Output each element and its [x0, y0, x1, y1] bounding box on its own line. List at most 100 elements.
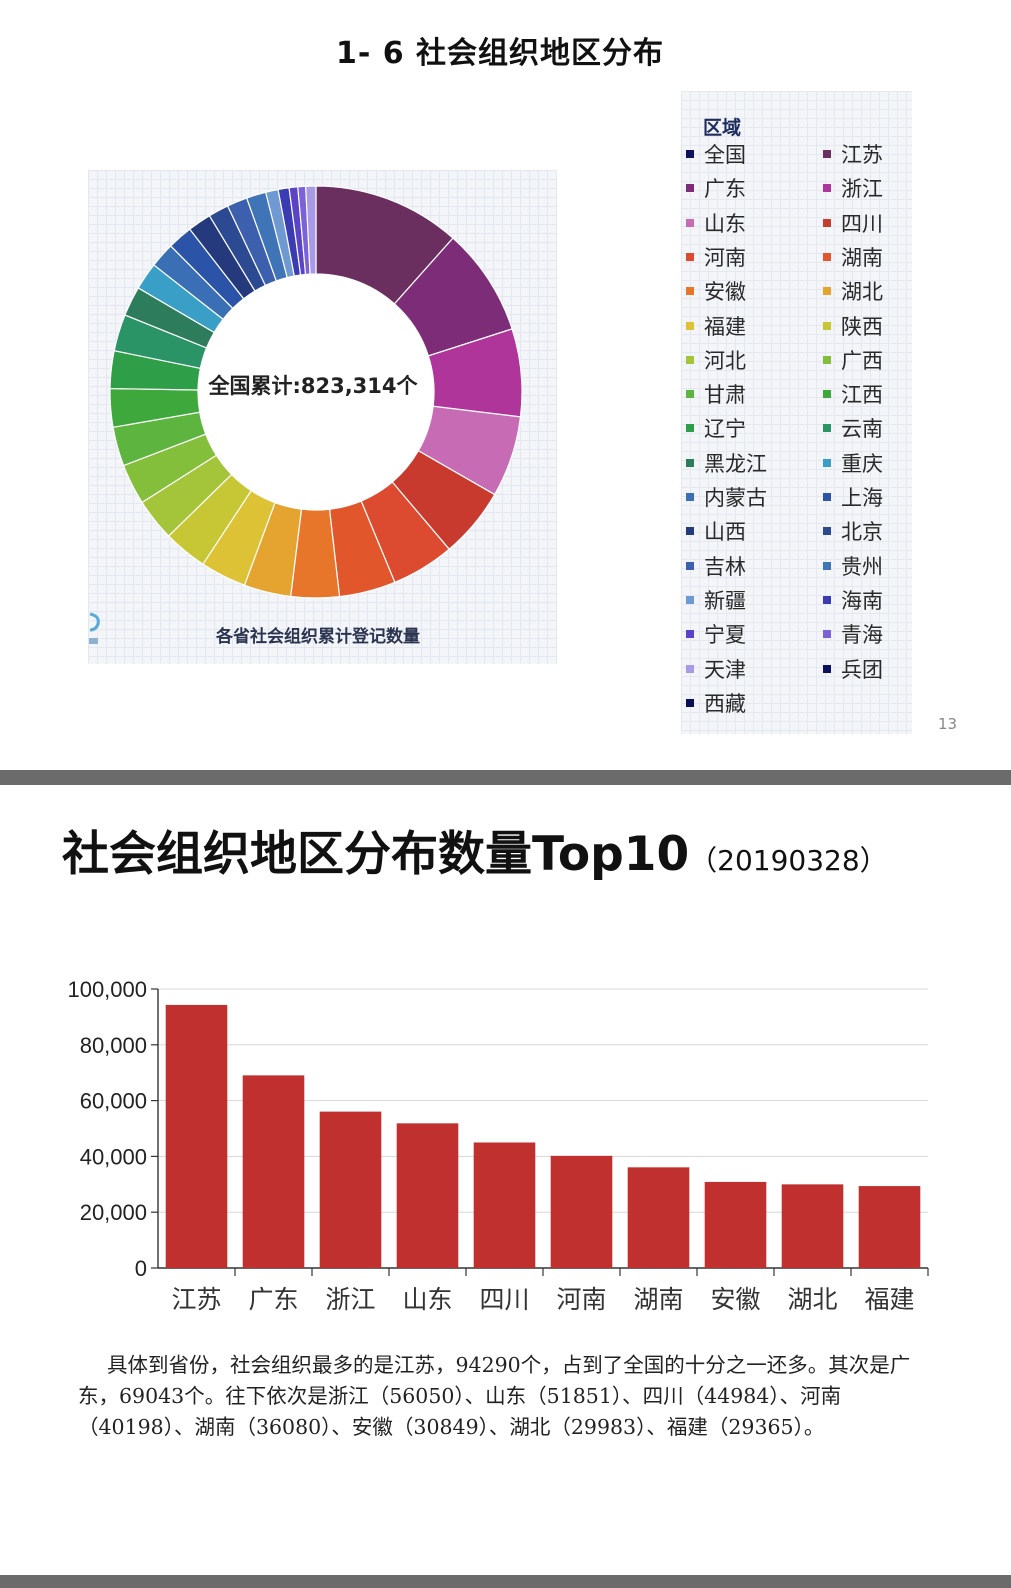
slide-top10: 社会组织地区分布数量Top10（20190328） 0 20,000 40,000 6… [0, 785, 1011, 1575]
x-tick-label: 广东 [248, 1285, 298, 1314]
donut-total-label: 全国累计:823,314个 [208, 374, 418, 398]
x-tick-label: 福建 [864, 1285, 914, 1314]
legend-label: 山西 [704, 520, 746, 545]
legend-item-28[interactable]: 宁夏 [686, 620, 746, 648]
bar-安徽 [704, 1181, 767, 1268]
legend-swatch [686, 150, 694, 158]
legend-swatch [686, 458, 694, 467]
legend-item-16[interactable]: 辽宁 [686, 414, 746, 442]
legend-swatch [823, 184, 831, 193]
legend-item-17[interactable]: 云南 [823, 414, 883, 442]
legend-label: 天津 [704, 657, 746, 682]
y-tick-label: 0 [135, 1256, 147, 1281]
donut-caption: 各省社会组织累计登记数量 [216, 627, 420, 647]
bar-江苏 [165, 1004, 228, 1268]
legend-item-22[interactable]: 山西 [686, 517, 746, 545]
legend-swatch [823, 527, 831, 536]
legend-swatch [686, 424, 694, 433]
legend-item-12[interactable]: 河北 [686, 346, 746, 374]
x-tick-label: 浙江 [325, 1285, 375, 1314]
legend-label: 广西 [841, 348, 883, 373]
legend-item-26[interactable]: 新疆 [686, 586, 746, 614]
legend-item-30[interactable]: 天津 [686, 655, 746, 683]
legend-label: 重庆 [841, 451, 883, 476]
legend-item-10[interactable]: 福建 [686, 312, 746, 340]
legend-item-14[interactable]: 甘肃 [686, 380, 746, 408]
y-tick-label: 40,000 [80, 1144, 147, 1169]
legend-item-21[interactable]: 上海 [823, 483, 883, 511]
legend-item-6[interactable]: 河南 [686, 243, 746, 271]
x-tick-label: 江苏 [171, 1285, 221, 1314]
legend-item-11[interactable]: 陕西 [823, 312, 883, 340]
y-tick-label: 20,000 [80, 1200, 147, 1225]
legend-item-25[interactable]: 贵州 [823, 552, 883, 580]
bar-chart: 0 20,000 40,000 60,000 80,000 100,000 江苏 广东 浙江 山东… [67, 977, 929, 1314]
legend-item-29[interactable]: 青海 [823, 620, 883, 648]
legend-item-9[interactable]: 湖北 [823, 277, 883, 305]
legend-item-13[interactable]: 广西 [823, 346, 883, 374]
legend-item-15[interactable]: 江西 [823, 380, 883, 408]
legend-item-27[interactable]: 海南 [823, 586, 883, 614]
x-tick-label: 河南 [556, 1285, 606, 1314]
slide-separator [0, 770, 1011, 785]
legend-label: 兵团 [841, 657, 883, 682]
legend-item-8[interactable]: 安徽 [686, 277, 746, 305]
legend-label: 北京 [841, 520, 883, 545]
legend-swatch [823, 561, 831, 570]
legend-swatch [686, 664, 694, 673]
legend-item-0[interactable]: 全国 [686, 140, 746, 168]
legend-item-24[interactable]: 吉林 [686, 552, 746, 580]
bar-福建 [858, 1186, 921, 1268]
y-tick-label: 60,000 [80, 1089, 147, 1114]
legend-label: 广东 [704, 177, 746, 202]
legend-label: 甘肃 [704, 383, 746, 408]
legend-swatch [823, 664, 831, 673]
donut-chart [109, 185, 523, 599]
legend-label: 上海 [841, 486, 883, 510]
legend-swatch [823, 595, 831, 604]
bar-湖南 [627, 1167, 690, 1268]
legend-swatch [823, 321, 831, 330]
legend-swatch [686, 561, 694, 570]
legend-label: 江西 [841, 383, 883, 408]
legend-item-32[interactable]: 西藏 [686, 689, 746, 717]
bar-广东 [242, 1075, 305, 1268]
donut-hole [198, 274, 434, 510]
legend-swatch [823, 390, 831, 399]
legend-item-7[interactable]: 湖南 [823, 243, 883, 271]
legend-swatch [686, 287, 694, 296]
page-number: 13 [938, 715, 958, 733]
legend-item-23[interactable]: 北京 [823, 517, 883, 545]
title-text: 社会组织地区分布数量Top10 [62, 827, 690, 882]
legend-item-5[interactable]: 四川 [823, 209, 883, 237]
legend-swatch [686, 218, 694, 227]
legend-item-19[interactable]: 重庆 [823, 449, 883, 477]
legend-swatch [823, 355, 831, 364]
legend-swatch [823, 218, 831, 227]
bar-山东 [396, 1123, 459, 1268]
legend-swatch [823, 630, 831, 639]
legend-swatch [686, 493, 694, 501]
legend-item-1[interactable]: 江苏 [823, 140, 883, 168]
bar-河南 [550, 1155, 613, 1268]
slide-title: 1- 6 社会组织地区分布 [335, 36, 665, 71]
bar-四川 [473, 1142, 536, 1268]
legend-item-4[interactable]: 山东 [686, 209, 746, 237]
x-tick-label: 四川 [479, 1285, 529, 1314]
legend-label: 湖北 [841, 280, 883, 305]
legend-label: 黑龙江 [704, 451, 767, 476]
legend-item-18[interactable]: 黑龙江 [686, 449, 767, 477]
legend-item-20[interactable]: 内蒙古 [686, 483, 767, 511]
slide-separator-bottom [0, 1575, 1011, 1588]
legend-item-31[interactable]: 兵团 [823, 655, 883, 683]
slide-title-top10: 社会组织地区分布数量Top10（20190328） [62, 815, 888, 884]
legend-swatch [686, 321, 694, 330]
legend-label: 西藏 [704, 691, 746, 716]
logo-fragment [88, 610, 102, 650]
legend-label: 宁夏 [704, 623, 746, 648]
legend-item-3[interactable]: 浙江 [823, 174, 883, 202]
donut-slice-29 [305, 185, 317, 275]
x-tick-label: 湖北 [787, 1285, 837, 1314]
legend-label: 河南 [704, 245, 746, 270]
legend-item-2[interactable]: 广东 [686, 174, 746, 202]
